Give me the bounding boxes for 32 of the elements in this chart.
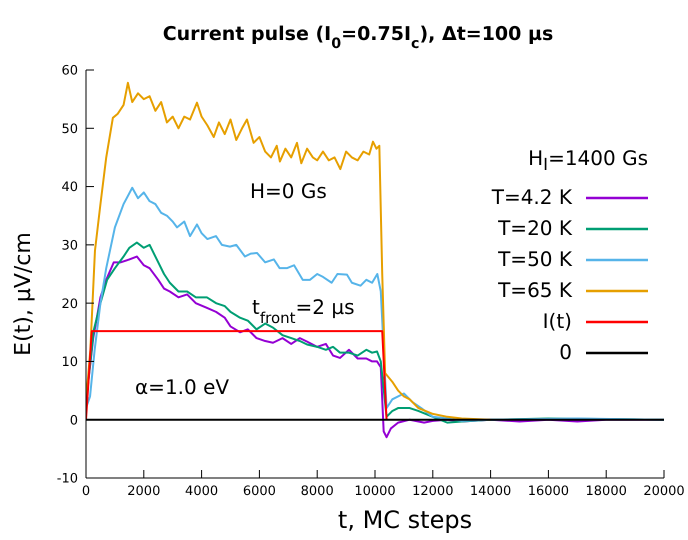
legend-label: 0 — [559, 339, 572, 366]
x-tick-label: 0 — [82, 484, 90, 500]
x-tick-label: 18000 — [586, 484, 627, 500]
chart-title: Current pulse (I$_{0}$=0.75I$_{c}$), Δt=100 μs — [162, 23, 554, 52]
legend-label: T=4.2 K — [492, 184, 572, 211]
legend-title: H$_{I}$=1400 Gs — [527, 146, 648, 174]
x-tick-label: 14000 — [470, 484, 512, 500]
x-tick-label: 4000 — [185, 484, 218, 500]
y-tick-label: 50 — [61, 122, 78, 137]
annotation: t$_{front}$=2 μs — [252, 295, 355, 327]
x-tick-label: 2000 — [127, 484, 160, 500]
legend-label: T=65 K — [498, 277, 572, 304]
y-tick-label: 10 — [61, 355, 78, 370]
y-tick-label: -10 — [56, 472, 78, 487]
x-tick-label: 12000 — [412, 484, 454, 500]
legend-label: T=50 K — [498, 246, 572, 273]
annotation: H=0 Gs — [250, 179, 327, 203]
x-tick-label: 16000 — [528, 484, 570, 500]
y-tick-label: 60 — [61, 64, 78, 79]
y-tick-label: 40 — [61, 180, 78, 196]
y-axis-title: E(t), μV/cm — [11, 232, 36, 356]
annotation: α=1.0 eV — [135, 375, 230, 399]
x-tick-label: 20000 — [643, 484, 685, 500]
y-tick-label: 20 — [61, 296, 78, 312]
x-tick-label: 6000 — [242, 484, 276, 500]
x-tick-label: 10000 — [354, 484, 396, 500]
y-tick-label: 0 — [70, 413, 78, 428]
x-tick-label: 8000 — [300, 484, 334, 500]
y-tick-label: 30 — [61, 238, 78, 254]
legend-label: I(t) — [542, 308, 572, 335]
legend-label: T=20 K — [498, 215, 572, 242]
x-axis-title: t, MC steps — [338, 506, 472, 534]
